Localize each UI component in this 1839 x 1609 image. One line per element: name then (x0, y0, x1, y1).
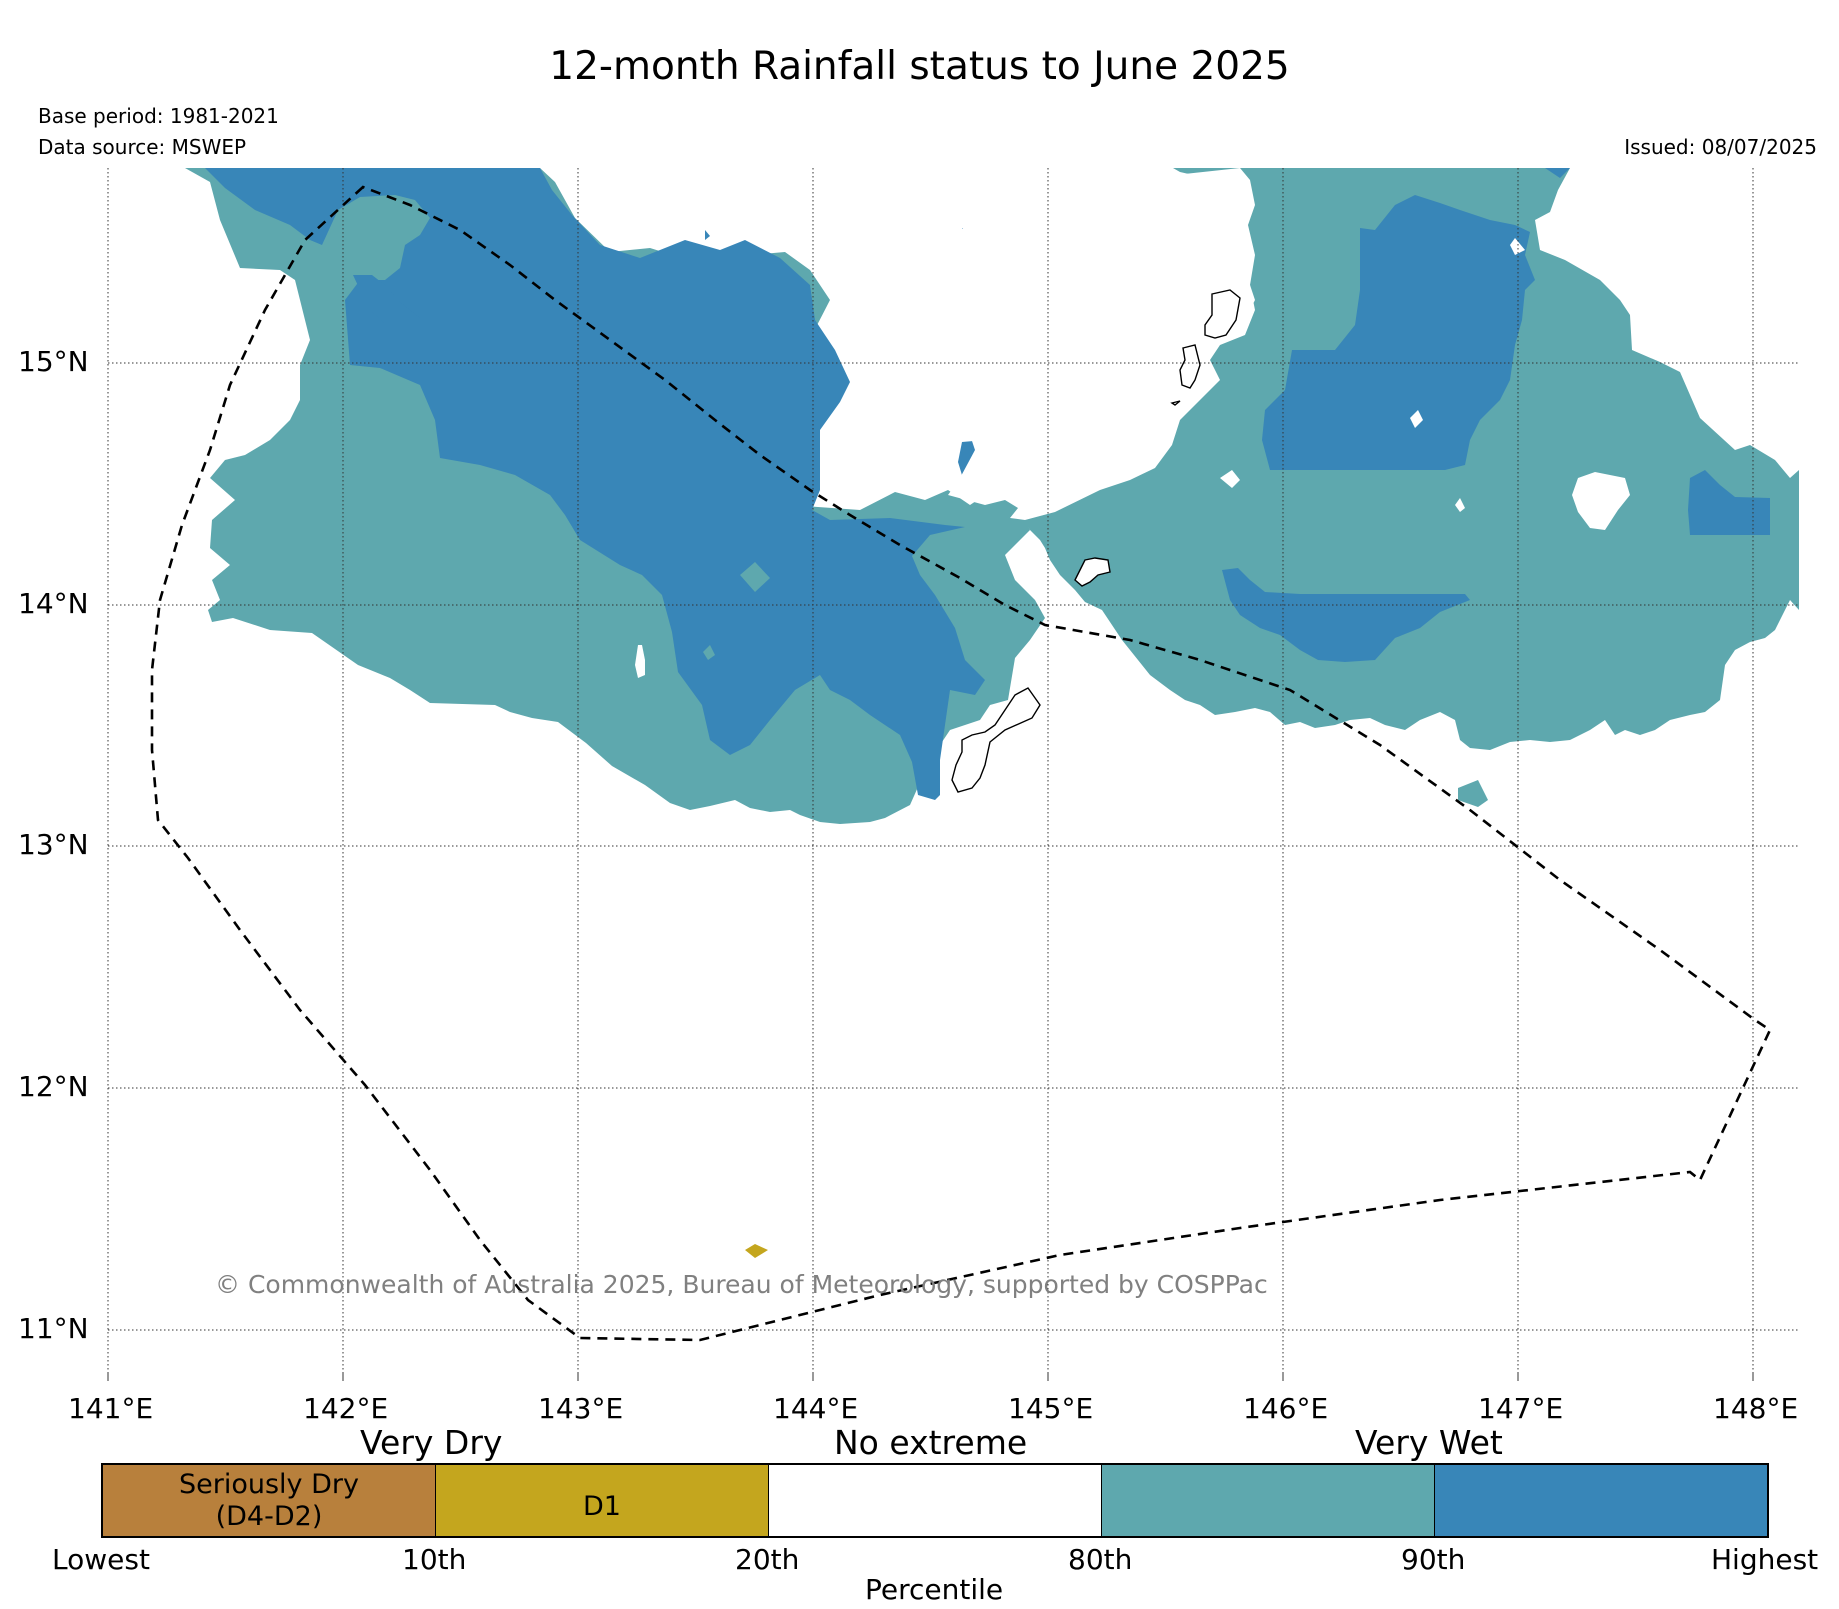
lon-label: 145°E (1008, 1392, 1094, 1425)
colorbar-d1: D1 (436, 1465, 769, 1536)
map-plot-area (185, 168, 1799, 1258)
percentile-90th: 90th (1401, 1543, 1466, 1576)
lon-label: 144°E (773, 1392, 859, 1425)
lat-label: 14°N (18, 587, 89, 620)
lat-label: 13°N (18, 828, 89, 861)
colorbar-d1-label: D1 (583, 1490, 621, 1522)
lon-label: 148°E (1713, 1392, 1799, 1425)
lat-label: 12°N (18, 1070, 89, 1103)
lon-label: 142°E (303, 1392, 389, 1425)
percentile-axis-label: Percentile (865, 1573, 1004, 1606)
no-extreme-region (635, 168, 1630, 678)
lon-label: 143°E (538, 1392, 624, 1425)
percentile-80th: 80th (1068, 1543, 1133, 1576)
colorbar: Seriously Dry (D4-D2) D1 (101, 1463, 1769, 1538)
legend-category-very-wet: Very Wet (1355, 1423, 1503, 1462)
colorbar-seriously-dry: Seriously Dry (D4-D2) (103, 1465, 436, 1536)
coastline (951, 289, 1241, 793)
lon-label: 146°E (1243, 1392, 1329, 1425)
percentile-lowest: Lowest (52, 1543, 150, 1576)
eez-boundary (150, 185, 1772, 1342)
data-source: Data source: MSWEP (38, 135, 247, 159)
issued-date: Issued: 08/07/2025 (1624, 135, 1817, 159)
percentile-10th: 10th (402, 1543, 467, 1576)
lon-label: 141°E (68, 1392, 154, 1425)
legend-category-no-extreme: No extreme (834, 1423, 1028, 1462)
colorbar-wet-80-90 (1102, 1465, 1435, 1536)
lon-label: 147°E (1478, 1392, 1564, 1425)
d1-region (745, 1244, 768, 1258)
colorbar-wet-90-high (1435, 1465, 1767, 1536)
base-period: Base period: 1981-2021 (38, 104, 279, 128)
legend-category-very-dry: Very Dry (360, 1423, 503, 1462)
lat-label: 11°N (18, 1312, 89, 1345)
copyright-notice: © Commonwealth of Australia 2025, Bureau… (215, 1270, 1268, 1299)
colorbar-seriously-dry-label: Seriously Dry (D4-D2) (179, 1468, 359, 1532)
lat-label: 15°N (18, 345, 89, 378)
percentile-20th: 20th (735, 1543, 800, 1576)
percentile-highest: Highest (1711, 1543, 1819, 1576)
colorbar-no-extreme (769, 1465, 1102, 1536)
wet-80-90-region (703, 476, 1463, 660)
map-title: 12-month Rainfall status to June 2025 (549, 44, 1290, 89)
